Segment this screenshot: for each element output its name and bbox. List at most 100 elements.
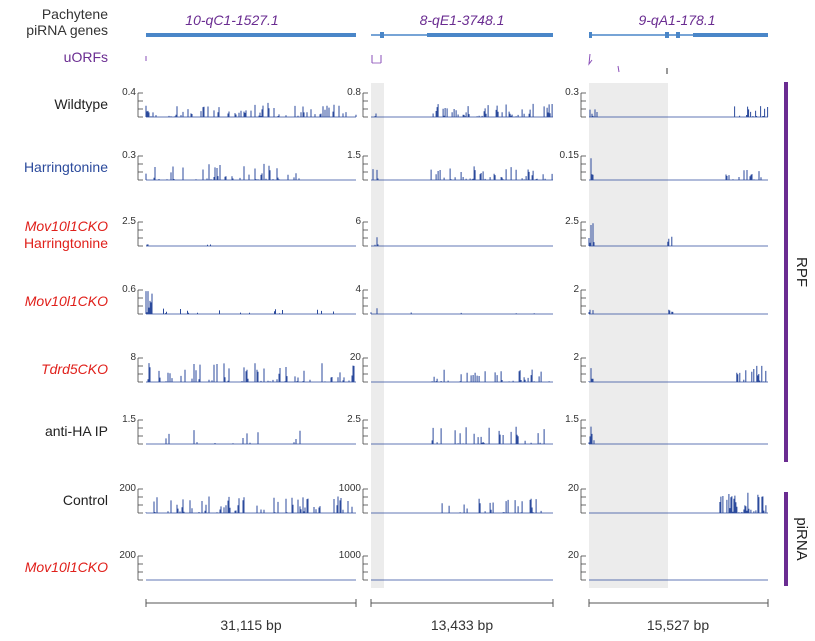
track-axis [580, 488, 586, 514]
signal-peaks [374, 103, 553, 117]
signal-peaks [145, 496, 353, 513]
rpf-group-label: RPF [793, 257, 810, 287]
uorf-marks [145, 53, 668, 74]
header-title-line1: Pachytene [42, 6, 108, 22]
track-axis [137, 555, 143, 581]
scale-bar-1 [145, 599, 357, 607]
signal-tracks: Wildtype 0.4 0.8 0.3 Harringtonine 0.3 1.5 0.15… [24, 87, 769, 581]
signal-peaks [431, 369, 550, 382]
gene-model-3 [589, 32, 768, 38]
track-axis [362, 92, 368, 118]
signal-peaks [589, 106, 769, 117]
gene-name-1: 10-qC1-1527.1 [185, 12, 278, 28]
track-axis [580, 221, 586, 247]
signal-peaks [147, 363, 355, 382]
track-axis [362, 221, 368, 247]
signal-peaks [588, 223, 673, 246]
track-max-label: 2 [573, 284, 579, 295]
uorfs-label: uORFs [64, 49, 108, 65]
scale-label-2: 13,433 bp [431, 617, 493, 633]
scale-label-1: 31,115 bp [220, 617, 281, 633]
signal-peaks [372, 166, 553, 180]
scale-label-3: 15,527 bp [647, 617, 709, 633]
signal-peaks [145, 163, 300, 180]
track-label: Tdrd5CKO [41, 361, 108, 377]
track-max-label: 20 [568, 550, 580, 561]
track-max-label: 0.15 [560, 150, 580, 161]
signal-peaks [145, 291, 334, 314]
track-max-label: 1.5 [565, 414, 579, 425]
track-axis [580, 289, 586, 315]
signal-peaks [165, 430, 301, 444]
track-max-label: 6 [355, 216, 361, 227]
gene-model-2 [371, 32, 553, 38]
track-axis [580, 555, 586, 581]
track-max-label: 2 [573, 352, 579, 363]
track-max-label: 200 [119, 550, 136, 561]
signal-peaks [145, 102, 357, 117]
track-max-label: 20 [350, 352, 362, 363]
scale-bar-3 [588, 599, 769, 607]
signal-peaks [590, 158, 762, 180]
track-axis [137, 357, 143, 383]
track-row: Mov10l1CKO 200 1000 20 [25, 550, 768, 581]
gene-name-3: 9-qA1-178.1 [638, 12, 715, 28]
track-label: Mov10l1CKO [25, 218, 108, 234]
track-label: Mov10l1CKO [25, 293, 108, 309]
signal-peaks [719, 492, 767, 513]
track-label: Harringtonine [24, 159, 108, 175]
track-axis [362, 419, 368, 445]
track-max-label: 0.6 [122, 284, 136, 295]
track-axis [580, 92, 586, 118]
track-axis [137, 289, 143, 315]
signal-peaks [441, 498, 542, 513]
track-max-label: 2.5 [565, 216, 579, 227]
track-axis [137, 488, 143, 514]
signal-peaks [370, 308, 535, 314]
track-axis [580, 419, 586, 445]
track-row: Control 200 1000 20 [63, 483, 768, 514]
track-max-label: 1.5 [347, 150, 361, 161]
signal-peaks [374, 237, 379, 246]
track-row: Mov10l1CKO 0.6 4 2 [25, 284, 768, 315]
track-max-label: 2.5 [347, 414, 361, 425]
signal-peaks [431, 426, 545, 444]
gene-model-1 [146, 33, 356, 37]
track-max-label: 200 [119, 483, 136, 494]
gene-name-2: 8-qE1-3748.1 [420, 12, 505, 28]
track-axis [137, 155, 143, 181]
track-axis [362, 488, 368, 514]
track-axis [580, 357, 586, 383]
track-row: Wildtype 0.4 0.8 0.3 [54, 87, 769, 118]
track-label: Control [63, 492, 108, 508]
track-axis [362, 555, 368, 581]
track-axis [362, 289, 368, 315]
track-row: Harringtonine 0.3 1.5 0.15 [24, 150, 768, 181]
signal-peaks [588, 365, 767, 382]
track-row: Tdrd5CKO 8 20 2 [41, 352, 768, 383]
header-title-line2: piRNA genes [26, 22, 108, 38]
track-max-label: 2.5 [122, 216, 136, 227]
signal-peaks [146, 244, 211, 246]
signal-peaks [588, 309, 674, 314]
highlight-region-col3 [589, 83, 668, 588]
track-max-label: 0.3 [122, 150, 136, 161]
track-max-label: 8 [130, 352, 136, 363]
track-max-label: 20 [568, 483, 580, 494]
track-max-label: 0.4 [122, 87, 136, 98]
track-label: Wildtype [54, 96, 108, 112]
track-label: Mov10l1CKO [25, 559, 108, 575]
track-label: anti-HA IP [45, 423, 108, 439]
track-max-label: 0.3 [565, 87, 579, 98]
track-axis [137, 419, 143, 445]
track-row: anti-HA IP 1.5 2.5 1.5 [45, 414, 768, 445]
track-max-label: 4 [355, 284, 361, 295]
track-max-label: 0.8 [347, 87, 361, 98]
track-axis [137, 221, 143, 247]
track-axis [362, 357, 368, 383]
track-max-label: 1.5 [122, 414, 136, 425]
pirna-group-label: piRNA [793, 517, 810, 560]
track-label-line2: Harringtonine [24, 235, 108, 251]
track-axis [580, 155, 586, 181]
